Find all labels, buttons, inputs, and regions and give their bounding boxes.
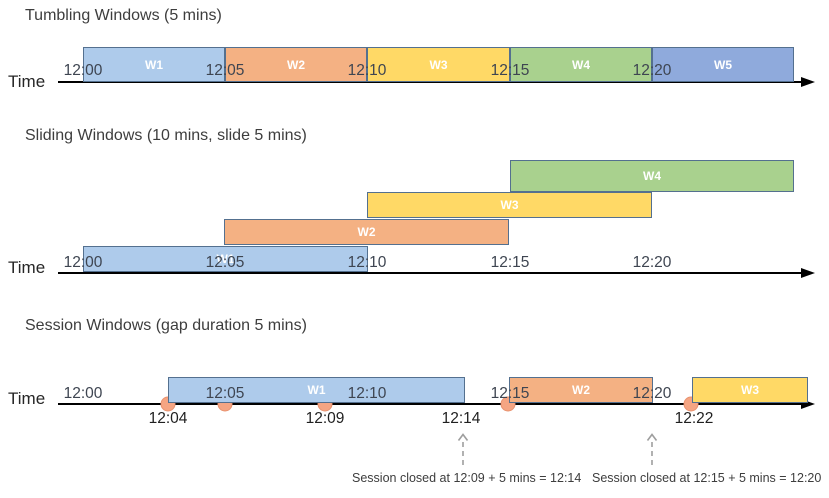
window-label: W2 [572, 383, 590, 397]
window-w4: W4 [510, 160, 794, 192]
window-w2: W2 [224, 219, 509, 245]
window-w2: W2 [509, 377, 653, 403]
session-close-note: Session closed at 12:15 + 5 mins = 12:20 [592, 471, 822, 485]
time-axis-label: Time [8, 72, 46, 91]
axis-arrowhead-icon [801, 77, 815, 87]
axis-arrowhead-icon [801, 399, 815, 409]
tick-label: 12:20 [632, 254, 672, 271]
window-w1: W1 [168, 377, 465, 403]
tick-label: 12:05 [205, 385, 245, 402]
window-w3: W3 [692, 377, 808, 403]
annotation-arrow-icon [646, 433, 658, 465]
axis-arrowhead-icon [801, 268, 815, 278]
tick-label: 12:15 [490, 62, 530, 79]
window-w1: W1 [83, 47, 225, 82]
tick-label: 12:10 [347, 385, 387, 402]
tick-label: 12:00 [63, 254, 103, 271]
window-label: W4 [643, 169, 661, 183]
window-w1: W1 [83, 246, 368, 272]
window-label: W1 [307, 383, 326, 397]
tick-label: 12:05 [205, 254, 245, 271]
tick-label: 12:15 [490, 254, 530, 271]
event-time-label: 12:04 [148, 410, 188, 427]
event-time-label: 12:22 [674, 410, 714, 427]
section-title: Sliding Windows (10 mins, slide 5 mins) [25, 127, 307, 144]
tick-label: 12:20 [632, 62, 672, 79]
time-axis-label: Time [8, 258, 46, 277]
window-w3: W3 [367, 192, 652, 218]
tick-label: 12:20 [632, 385, 672, 402]
section-title: Session Windows (gap duration 5 mins) [25, 317, 307, 334]
window-label: W2 [357, 225, 376, 239]
event-time-label: 12:14 [441, 410, 481, 427]
window-w5: W5 [652, 47, 794, 82]
window-label: W3 [429, 57, 448, 72]
annotation-arrow-icon [457, 433, 469, 465]
section-title: Tumbling Windows (5 mins) [25, 7, 222, 24]
tick-label: 12:05 [205, 62, 245, 79]
window-label: W1 [216, 252, 235, 266]
window-label: W1 [145, 57, 163, 72]
session-close-note: Session closed at 12:09 + 5 mins = 12:14 [352, 471, 582, 485]
timeline-axis [58, 272, 802, 274]
tick-label: 12:10 [347, 62, 387, 79]
tick-label: 12:00 [63, 385, 103, 402]
window-label: W2 [287, 57, 305, 72]
window-w2: W2 [225, 47, 367, 82]
event-time-label: 12:09 [305, 410, 345, 427]
window-label: W5 [714, 57, 732, 72]
tick-label: 12:10 [347, 254, 387, 271]
window-label: W4 [572, 57, 590, 72]
timeline-axis [58, 81, 802, 83]
window-w3: W3 [367, 47, 510, 82]
time-axis-label: Time [8, 389, 46, 408]
window-label: W3 [500, 198, 519, 212]
timeline-axis [58, 403, 802, 405]
window-w4: W4 [510, 47, 652, 82]
tick-label: 12:00 [63, 62, 103, 79]
tick-label: 12:15 [490, 385, 530, 402]
window-label: W3 [741, 383, 759, 397]
